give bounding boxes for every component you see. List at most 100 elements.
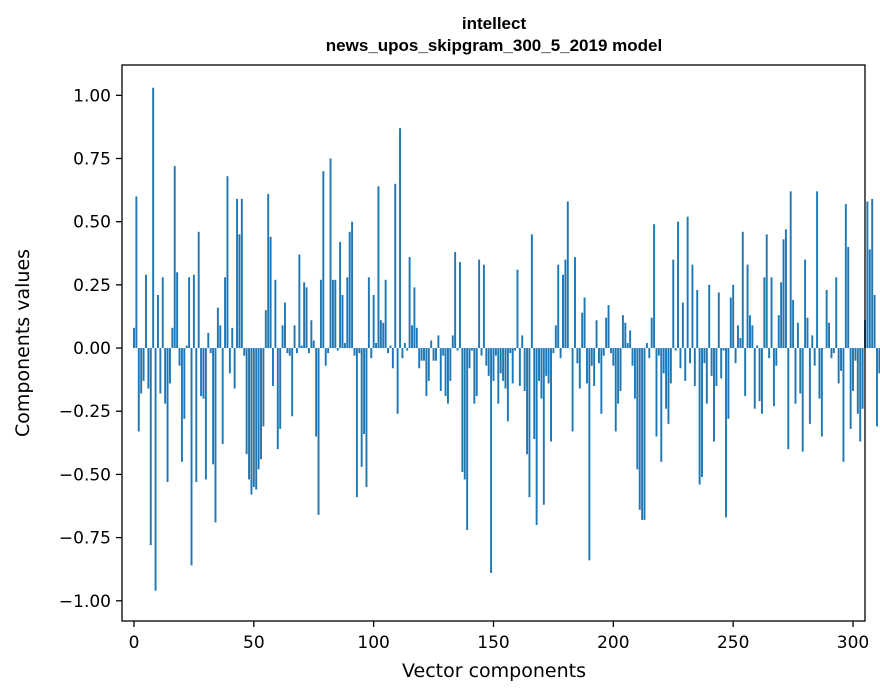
bar xyxy=(305,287,308,349)
bar xyxy=(331,279,334,349)
bar xyxy=(547,348,550,384)
bar xyxy=(353,348,356,356)
bar xyxy=(542,348,545,505)
bar xyxy=(183,348,186,419)
bar xyxy=(224,277,227,349)
bar xyxy=(221,348,224,445)
y-tick-label: 0.50 xyxy=(73,213,111,233)
bar xyxy=(322,171,325,349)
bar xyxy=(722,348,725,351)
bar xyxy=(681,302,684,349)
y-tick-label: 0.25 xyxy=(73,276,111,296)
bar xyxy=(878,348,880,374)
bar xyxy=(430,340,433,349)
bar xyxy=(435,348,437,361)
bar xyxy=(552,348,555,354)
bar xyxy=(411,325,413,349)
bar xyxy=(281,325,284,349)
bar xyxy=(751,325,754,349)
bar xyxy=(828,322,831,349)
bar xyxy=(533,348,536,440)
bar xyxy=(811,335,814,349)
bar xyxy=(667,348,670,424)
bar xyxy=(835,277,838,349)
bar xyxy=(799,348,802,394)
bar xyxy=(629,330,632,349)
bar xyxy=(437,335,440,349)
bar xyxy=(310,320,313,349)
bar xyxy=(487,348,490,376)
bar xyxy=(727,348,730,419)
bar xyxy=(842,348,845,462)
bar xyxy=(650,317,653,349)
bar xyxy=(535,348,538,525)
bar xyxy=(470,348,473,351)
bar xyxy=(178,348,181,366)
bar xyxy=(789,191,792,349)
bar xyxy=(643,348,646,520)
y-tick-label: 0.75 xyxy=(73,150,111,170)
x-tick-label: 150 xyxy=(477,633,509,653)
bar xyxy=(296,348,298,354)
bar xyxy=(516,269,519,349)
bar xyxy=(808,348,811,424)
bar xyxy=(257,348,260,470)
bar xyxy=(415,327,418,349)
bar xyxy=(391,348,394,369)
bar xyxy=(137,348,140,432)
bar xyxy=(473,348,476,404)
bar xyxy=(588,348,591,561)
bar xyxy=(394,183,397,349)
bar xyxy=(566,201,569,349)
bar xyxy=(530,234,533,349)
bar xyxy=(792,300,795,349)
bar xyxy=(346,277,349,349)
bar xyxy=(408,257,411,349)
y-axis-label: Components values xyxy=(12,249,34,437)
x-tick-label: 100 xyxy=(357,633,389,653)
bar xyxy=(621,315,624,349)
bar xyxy=(772,348,775,407)
bar xyxy=(710,348,713,376)
bar xyxy=(226,176,229,349)
bar xyxy=(837,348,840,384)
bar xyxy=(279,348,282,429)
bar xyxy=(447,348,449,404)
bar xyxy=(145,274,147,349)
bar xyxy=(756,345,759,349)
bar xyxy=(423,348,425,361)
bar xyxy=(142,348,145,381)
bar xyxy=(425,348,428,397)
bar xyxy=(444,348,447,397)
bar xyxy=(238,234,241,349)
bar xyxy=(188,277,191,349)
bar xyxy=(327,348,330,354)
bar xyxy=(339,241,342,349)
y-tick-label: −0.75 xyxy=(59,529,111,549)
bar xyxy=(595,320,598,349)
bar xyxy=(777,315,780,349)
bar xyxy=(497,348,500,404)
bar xyxy=(418,348,421,369)
bar xyxy=(720,348,723,379)
bar xyxy=(562,274,564,349)
bar xyxy=(492,348,495,381)
bar xyxy=(458,262,461,349)
bars-group xyxy=(133,87,880,591)
bar xyxy=(190,348,193,566)
bar xyxy=(626,343,629,349)
bar xyxy=(614,348,617,432)
bar xyxy=(413,287,416,349)
chart-title: intellect xyxy=(462,14,527,33)
bar xyxy=(439,348,442,392)
bar xyxy=(686,216,689,349)
bar xyxy=(171,327,174,349)
bar xyxy=(693,348,696,386)
bar xyxy=(382,322,385,349)
bar xyxy=(665,348,668,409)
bar xyxy=(737,325,739,349)
bar xyxy=(816,191,819,349)
bar xyxy=(770,277,773,349)
bar xyxy=(657,348,660,356)
bar xyxy=(705,348,708,404)
